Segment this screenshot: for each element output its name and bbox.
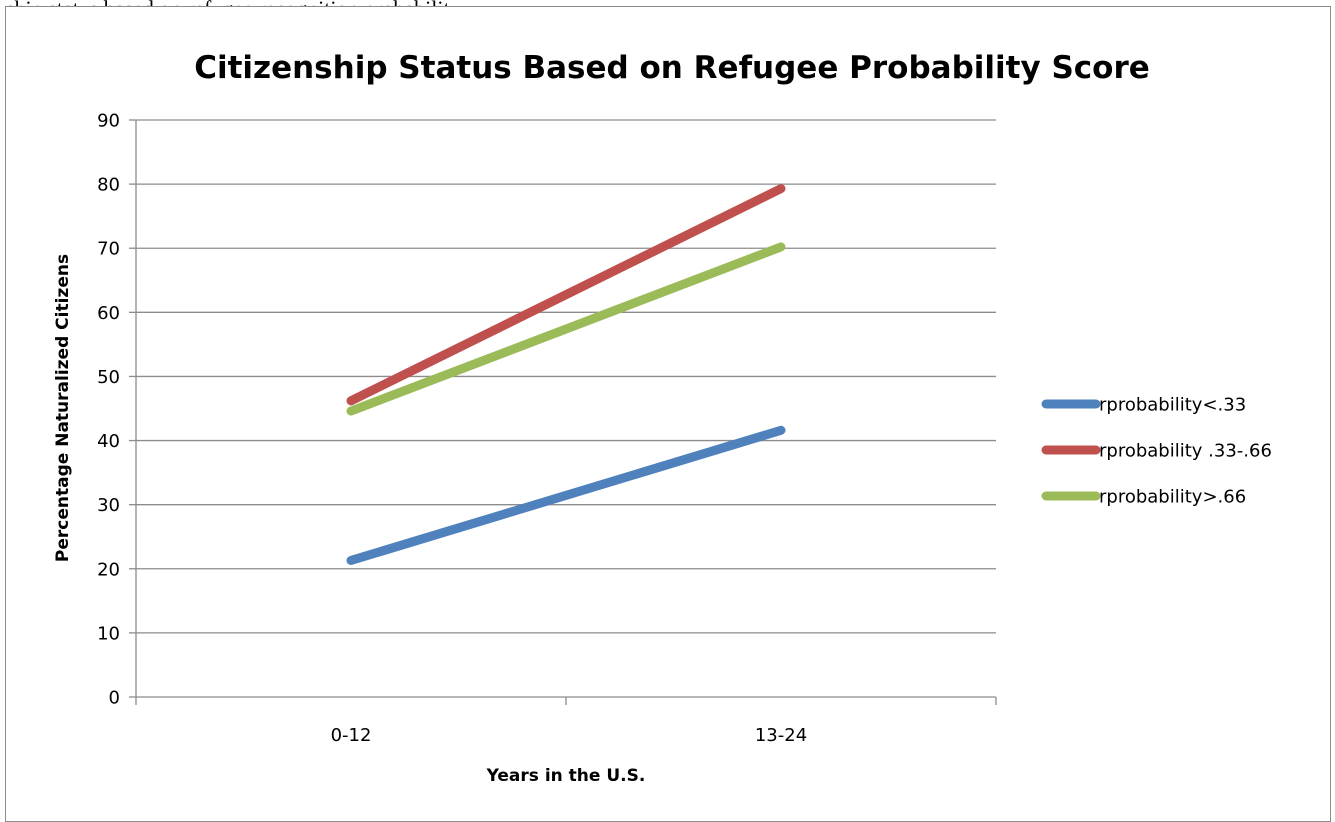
y-tick-label: 60 (97, 303, 120, 324)
x-axis-title: Years in the U.S. (486, 766, 646, 786)
legend-label: rprobability<.33 (1099, 395, 1246, 416)
legend: rprobability<.33 rprobability .33-.66 rpro… (1041, 395, 1272, 508)
y-tick-label: 20 (97, 559, 120, 580)
chart-title: Citizenship Status Based on Refugee Prob… (194, 50, 1150, 86)
y-tick-label: 70 (97, 239, 120, 260)
y-tick-label: 50 (97, 367, 120, 388)
legend-label: rprobability .33-.66 (1099, 441, 1272, 462)
chart-frame (5, 6, 1331, 822)
y-tick-label: 40 (97, 431, 120, 452)
y-tick-label: 80 (97, 175, 120, 196)
series-lines (346, 184, 786, 565)
y-tick-label: 30 (97, 495, 120, 516)
y-tick-label: 10 (97, 623, 120, 644)
legend-label: rprobability>.66 (1099, 487, 1246, 508)
x-tick-label: 13-24 (755, 725, 807, 746)
series-line (346, 425, 786, 565)
series-line (346, 242, 786, 416)
gridlines (136, 119, 996, 634)
y-tick-label: 0 (109, 688, 120, 709)
y-tick-label: 90 (97, 111, 120, 132)
series-line (346, 184, 786, 406)
y-axis-ticks: 0 10 20 30 40 50 60 70 80 90 (97, 111, 136, 709)
y-axis-title: Percentage Naturalized Citizens (53, 254, 73, 562)
axes (135, 120, 996, 698)
x-axis-ticks: 0-12 13-24 (135, 697, 997, 746)
x-tick-label: 0-12 (331, 725, 372, 746)
